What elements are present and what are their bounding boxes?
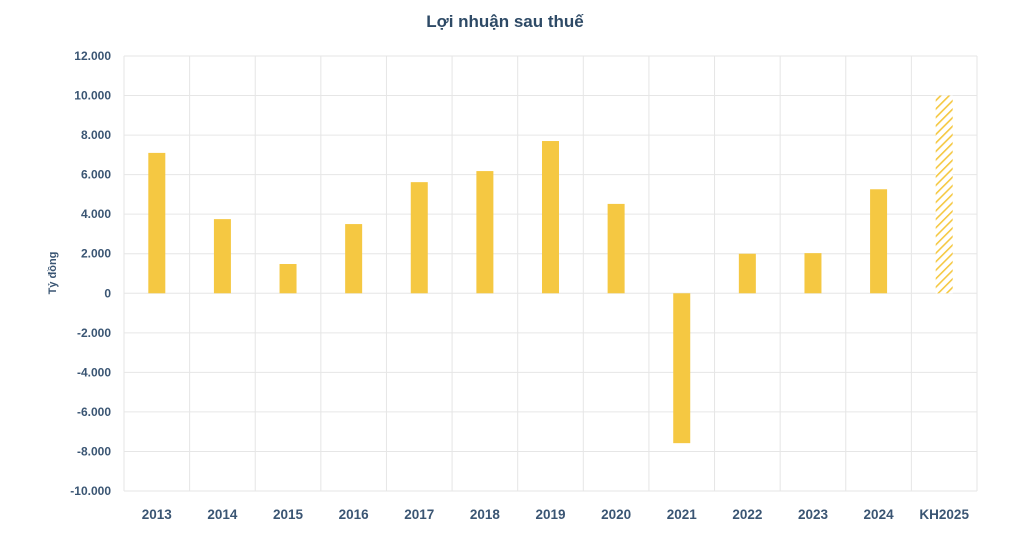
x-tick-label: KH2025 <box>919 507 969 522</box>
y-tick-label: 8.000 <box>81 128 111 142</box>
x-tick-label: 2024 <box>864 507 895 522</box>
y-tick-label: 4.000 <box>81 207 111 221</box>
y-tick-label: 10.000 <box>74 89 111 103</box>
gridlines <box>123 55 978 492</box>
x-tick-label: 2016 <box>339 507 370 522</box>
x-axis-ticks: 2013 2014 2015 2016 2017 2018 2019 2020 2021 2022… <box>142 507 970 522</box>
bar <box>476 171 494 294</box>
y-tick-label: -4.000 <box>77 365 111 379</box>
x-tick-label: 2014 <box>207 507 238 522</box>
y-axis-label: Tỷ đồng <box>47 252 59 295</box>
bar <box>738 253 756 294</box>
bar <box>607 203 625 294</box>
y-tick-label: -8.000 <box>77 444 111 458</box>
x-tick-label: 2021 <box>667 507 698 522</box>
bar <box>345 224 363 294</box>
bar <box>279 264 297 294</box>
bar <box>410 182 428 294</box>
y-tick-label: 12.000 <box>74 49 111 63</box>
bars <box>148 95 953 444</box>
x-tick-label: 2022 <box>732 507 762 522</box>
y-tick-label: -10.000 <box>70 484 111 498</box>
x-tick-label: 2013 <box>142 507 173 522</box>
x-tick-label: 2020 <box>601 507 631 522</box>
x-tick-label: 2017 <box>404 507 434 522</box>
y-tick-label: 2.000 <box>81 247 111 261</box>
bar <box>804 253 822 294</box>
y-tick-label: 0 <box>104 286 111 300</box>
bar <box>673 293 691 444</box>
x-tick-label: 2018 <box>470 507 501 522</box>
y-tick-label: -6.000 <box>77 405 111 419</box>
y-tick-label: 6.000 <box>81 168 111 182</box>
bar <box>870 189 888 294</box>
y-axis-ticks: 12.000 10.000 8.000 6.000 4.000 2.000 0 -2.000 -… <box>70 49 111 498</box>
chart-title: Lợi nhuận sau thuế <box>426 12 584 31</box>
x-tick-label: 2019 <box>535 507 565 522</box>
bar <box>542 141 559 294</box>
x-tick-label: 2023 <box>798 507 829 522</box>
bar <box>213 219 231 294</box>
y-tick-label: -2.000 <box>77 326 111 340</box>
x-tick-label: 2015 <box>273 507 304 522</box>
bar <box>148 152 166 294</box>
bar-planned <box>935 95 953 294</box>
